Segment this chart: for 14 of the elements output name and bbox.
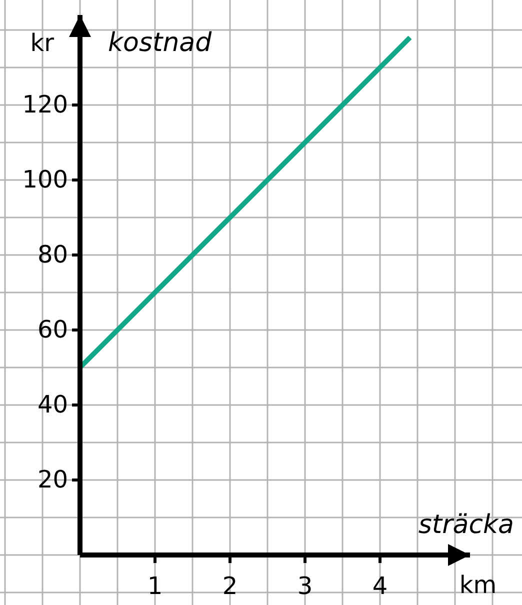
y-tick-label: 40 [37, 390, 68, 419]
y-tick-label: 100 [22, 166, 68, 194]
x-axis-title: sträcka [418, 510, 514, 540]
y-tick-label: 80 [37, 240, 68, 269]
x-tick-label: 4 [372, 572, 388, 600]
x-tick-label: 1 [147, 572, 163, 600]
x-tick-label: 2 [222, 572, 238, 600]
y-tick-label: 60 [37, 316, 68, 344]
y-tick-label: 120 [22, 90, 68, 119]
text: km [459, 571, 497, 599]
y-axis-title: kostnad [108, 28, 212, 58]
y-tick-label: 20 [37, 466, 68, 494]
text: kr [30, 29, 54, 57]
x-tick-label: 3 [297, 572, 313, 600]
